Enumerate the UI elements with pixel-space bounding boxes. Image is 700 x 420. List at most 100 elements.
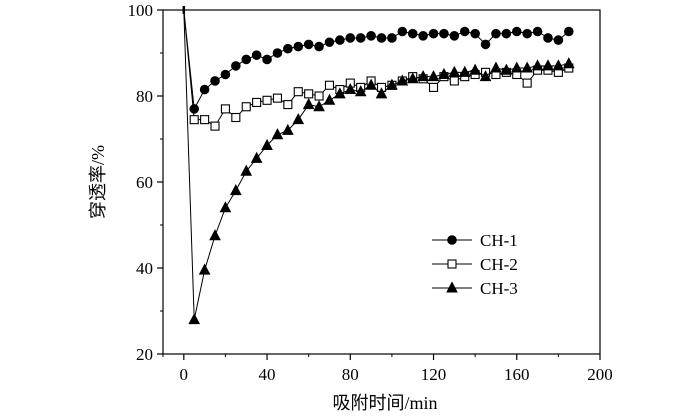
x-tick-label: 80 xyxy=(342,365,359,384)
legend-item-ch-1: CH-1 xyxy=(432,231,518,250)
data-point xyxy=(542,59,554,71)
data-point xyxy=(344,82,357,95)
data-point xyxy=(480,39,491,50)
data-point xyxy=(293,87,303,97)
data-point xyxy=(240,164,253,176)
data-point xyxy=(335,35,345,45)
legend-marker xyxy=(446,281,458,293)
data-point xyxy=(407,28,418,39)
x-tick-label: 200 xyxy=(587,365,613,384)
data-point xyxy=(241,54,252,65)
data-point xyxy=(417,70,429,82)
data-point xyxy=(354,85,367,97)
data-point xyxy=(439,28,449,39)
data-point xyxy=(262,54,272,65)
data-point xyxy=(199,84,210,95)
data-point xyxy=(543,33,553,43)
data-point xyxy=(449,31,460,41)
y-tick-label: 100 xyxy=(128,1,154,20)
data-point xyxy=(293,41,304,52)
data-point xyxy=(427,70,440,82)
series-layer xyxy=(182,6,575,325)
data-point xyxy=(448,65,461,77)
data-point xyxy=(324,80,335,90)
data-point xyxy=(521,61,533,73)
data-point xyxy=(210,76,220,86)
data-point xyxy=(500,63,513,75)
data-point xyxy=(283,43,293,54)
data-point xyxy=(418,31,428,41)
y-tick-label: 60 xyxy=(136,173,153,192)
data-point xyxy=(324,37,335,48)
data-point xyxy=(261,138,273,150)
data-point xyxy=(428,82,439,92)
data-point xyxy=(562,57,575,69)
data-point xyxy=(304,89,314,99)
data-point xyxy=(251,50,262,60)
data-point xyxy=(272,93,283,103)
legend-label: CH-2 xyxy=(480,255,518,274)
x-tick-label: 40 xyxy=(259,365,276,384)
data-point xyxy=(438,67,450,79)
data-point xyxy=(219,201,232,213)
legend-item-ch-2: CH-2 xyxy=(432,255,518,274)
data-point xyxy=(231,112,241,123)
data-point xyxy=(292,113,305,125)
legend: CH-1 CH-2 CH-3 xyxy=(432,231,518,298)
data-point xyxy=(510,61,523,73)
y-axis-title: 穿透率/% xyxy=(88,145,108,219)
data-point xyxy=(334,87,346,99)
data-point xyxy=(511,26,522,37)
data-point xyxy=(283,100,293,110)
x-tick-label: 0 xyxy=(180,365,189,384)
data-point xyxy=(231,61,241,71)
data-point xyxy=(209,229,221,241)
data-point xyxy=(250,151,263,163)
y-tick-label: 20 xyxy=(136,345,153,364)
data-point xyxy=(490,61,502,73)
plot-frame xyxy=(162,9,601,355)
data-point xyxy=(553,35,564,45)
legend-marker xyxy=(447,235,457,245)
data-point xyxy=(459,26,470,37)
legend-item-ch-3: CH-3 xyxy=(432,279,518,298)
data-point xyxy=(314,41,324,52)
data-point xyxy=(282,123,294,135)
data-point xyxy=(396,74,409,86)
data-point xyxy=(252,97,262,107)
data-point xyxy=(428,28,439,39)
data-point xyxy=(532,26,543,37)
data-point xyxy=(241,102,251,112)
legend-label: CH-3 xyxy=(480,279,518,298)
series-ch-3 xyxy=(183,9,575,325)
data-point xyxy=(479,70,492,82)
y-tick-label: 40 xyxy=(136,259,153,278)
data-point xyxy=(262,95,272,105)
data-point xyxy=(303,39,314,50)
data-point xyxy=(522,78,532,88)
data-point xyxy=(375,87,388,99)
legend-label: CH-1 xyxy=(480,231,518,250)
data-point xyxy=(323,93,336,105)
data-point xyxy=(198,263,211,275)
series-ch-1 xyxy=(183,9,574,114)
data-point xyxy=(365,78,377,90)
axes-layer: 0 40 80 120 160 200 20 40 60 80 100 xyxy=(128,1,613,384)
data-point xyxy=(313,100,325,112)
data-point xyxy=(220,104,230,114)
data-point xyxy=(189,115,199,125)
data-point xyxy=(376,33,387,43)
data-point xyxy=(491,28,501,39)
x-tick-label: 120 xyxy=(421,365,447,384)
data-point xyxy=(355,33,366,43)
data-point xyxy=(552,59,565,71)
data-point xyxy=(220,69,231,80)
data-point xyxy=(470,28,480,39)
data-point xyxy=(449,76,459,86)
data-point xyxy=(272,48,283,58)
data-point xyxy=(386,78,398,90)
data-point xyxy=(189,104,200,114)
data-point xyxy=(458,65,471,77)
